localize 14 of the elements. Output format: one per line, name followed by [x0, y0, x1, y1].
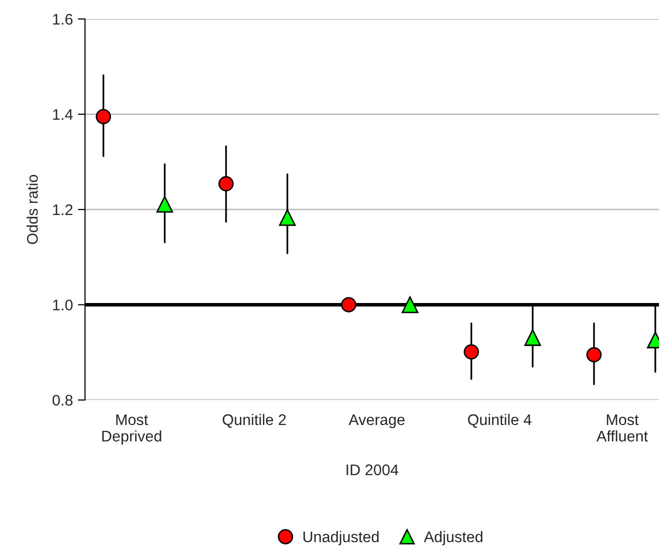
x-tick-label: Quintile 4	[468, 414, 532, 428]
legend-label: Unadjusted	[303, 531, 379, 546]
x-tick-label: Average	[348, 414, 405, 428]
y-tick-label: 1.6	[53, 14, 73, 25]
y-tick-label: 1.0	[53, 300, 73, 310]
y-tick-label: 1.4	[53, 109, 73, 120]
legend-label: Adjusted	[424, 531, 482, 546]
x-tick-label: Most Deprived	[102, 414, 162, 445]
y-tick-label: 1.2	[53, 204, 72, 216]
x-tick-label: Qunitile 2	[222, 414, 286, 428]
y-tick-label: 0.8	[52, 394, 73, 406]
y-axis-title: Odds ratio	[26, 174, 38, 244]
x-tick-label: Most Affluent	[596, 414, 648, 442]
x-axis-title: ID 2004	[346, 464, 398, 476]
